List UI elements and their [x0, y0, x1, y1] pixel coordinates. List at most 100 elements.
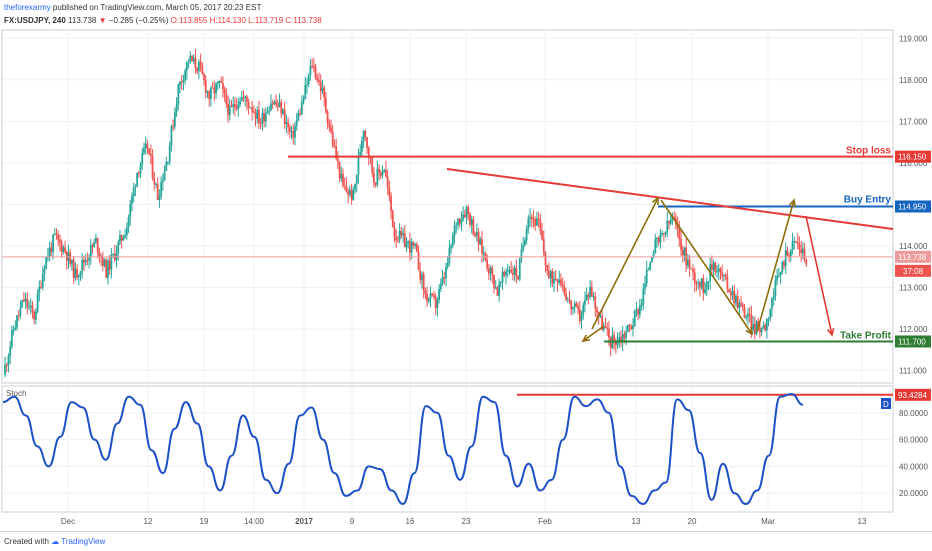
candle-body [494, 287, 497, 289]
candle-body [311, 66, 314, 68]
x-tick-label: 20 [688, 517, 697, 526]
candle-body [522, 245, 525, 250]
candle-body [252, 111, 255, 113]
candle-body [120, 235, 123, 241]
stoch-pane-border [1, 385, 894, 513]
candle-body [716, 271, 718, 273]
candle-body [539, 219, 542, 232]
candle-body [395, 236, 398, 241]
candle-body [688, 260, 691, 269]
candle-body [415, 244, 418, 252]
tradingview-link[interactable]: TradingView [61, 537, 106, 546]
take-profit-label: Take Profit [840, 330, 892, 341]
candle-body [254, 112, 257, 119]
candle-body [383, 169, 386, 172]
candle-body [414, 244, 416, 246]
candle-body [40, 286, 42, 288]
candle-body [312, 66, 315, 68]
candle-body [445, 266, 447, 279]
candle-body [125, 227, 128, 236]
candle-body [496, 287, 499, 296]
candle-body [21, 299, 24, 308]
candle-body [112, 253, 114, 255]
candle-body [608, 329, 610, 338]
candle-body [124, 235, 127, 238]
candle-body [397, 240, 399, 242]
candle-body [585, 294, 588, 301]
candle-body [747, 313, 749, 318]
candle-body [197, 61, 200, 72]
candle-body [482, 252, 485, 254]
candle-body [532, 219, 535, 221]
candle-body [762, 324, 765, 329]
candle-body [227, 103, 229, 115]
take-profit-price-tag: 111.700 [898, 337, 926, 346]
candle-body [673, 216, 676, 219]
candle-body [474, 234, 477, 237]
candle-body [321, 87, 324, 92]
candle-body [570, 300, 573, 310]
candle-body [676, 224, 679, 229]
candle-body [12, 329, 15, 331]
candle-body [137, 172, 140, 174]
candle-body [158, 196, 161, 201]
candle-body [60, 242, 63, 253]
candle-body [168, 145, 171, 162]
candle-body [143, 148, 145, 154]
candle-body [388, 187, 391, 197]
candle-body [170, 126, 173, 146]
arrow-target-down-head [827, 328, 835, 337]
candle-body [669, 219, 672, 224]
candle-body [530, 216, 533, 220]
created-with: Created with ☁ TradingView [4, 537, 105, 546]
candle-body [573, 303, 576, 308]
candle-body [55, 233, 58, 235]
candle-body [630, 326, 633, 330]
candle-body [457, 218, 459, 225]
candle-body [774, 280, 777, 296]
candle-body [364, 130, 367, 138]
candle-body [546, 264, 549, 271]
candle-body [10, 330, 13, 347]
candle-body [91, 245, 94, 247]
author-link[interactable]: theforexarmy [4, 3, 51, 12]
candle-body [299, 113, 302, 115]
y-tick-label: 119.000 [899, 34, 928, 43]
candle-body [326, 111, 329, 124]
price-chart[interactable]: 119.000118.000117.000116.000115.000114.0… [0, 0, 932, 531]
candle-body [417, 251, 420, 271]
candle-body [668, 220, 670, 224]
candle-body [57, 234, 60, 240]
candle-body [604, 326, 607, 329]
candle-body [620, 336, 622, 343]
candle-body [149, 153, 152, 156]
candle-body [654, 239, 657, 254]
candle-body [537, 218, 540, 220]
candle-body [144, 143, 147, 149]
candle-body [76, 268, 78, 278]
candle-body [95, 238, 97, 242]
candle-body [645, 269, 648, 284]
candle-body [297, 113, 300, 121]
candle-body [529, 216, 531, 219]
candle-body [443, 277, 446, 279]
candle-body [189, 55, 192, 62]
candle-body [625, 331, 628, 338]
candle-body [74, 268, 77, 278]
candle-body [119, 235, 121, 243]
candle-body [450, 245, 453, 248]
candle-body [167, 161, 169, 163]
candle-body [659, 233, 662, 243]
candle-body [318, 80, 320, 82]
candle-body [637, 309, 640, 315]
candle-body [662, 232, 665, 235]
candle-body [525, 228, 528, 241]
candle-body [220, 81, 223, 84]
candle-body [623, 334, 626, 338]
candle-body [17, 315, 20, 317]
candle-body [561, 284, 564, 287]
stoch-level-tag: 93.4284 [898, 391, 927, 400]
arrow-retrace-down [660, 199, 753, 335]
candle-body [686, 260, 689, 266]
candle-body [520, 249, 523, 259]
